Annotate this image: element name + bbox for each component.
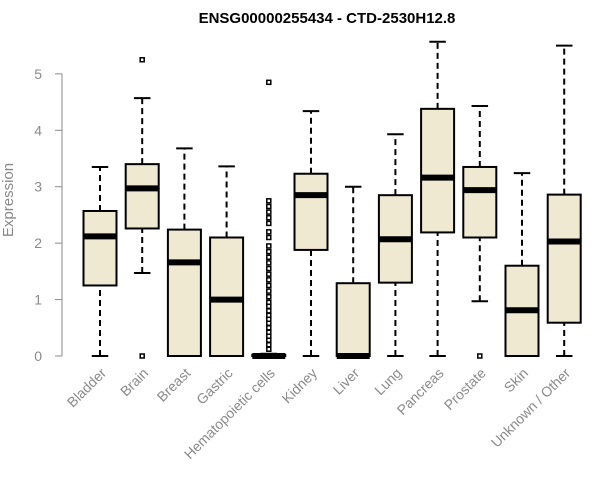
box-4 xyxy=(209,165,245,357)
outlier-point xyxy=(266,294,272,300)
outlier-point xyxy=(266,198,272,204)
outlier-point xyxy=(477,353,483,359)
box-rect xyxy=(335,282,371,358)
y-tick-label: 4 xyxy=(34,122,42,138)
outlier-point xyxy=(266,79,272,86)
outlier-point xyxy=(266,282,272,289)
outlier-point xyxy=(266,346,272,352)
outlier-point xyxy=(266,308,272,314)
x-tick-label: Bladder xyxy=(64,365,110,411)
y-tick-label: 3 xyxy=(34,179,42,195)
y-tick-label: 0 xyxy=(34,348,42,364)
x-tick-label: Kidney xyxy=(279,365,321,407)
outlier-point xyxy=(266,243,272,249)
box-12 xyxy=(546,44,582,357)
box-7 xyxy=(335,185,371,359)
boxes-group xyxy=(82,40,582,359)
x-tick-label: Breast xyxy=(154,365,194,405)
box-rect xyxy=(546,193,582,324)
outlier-point xyxy=(266,260,272,266)
outlier-point xyxy=(266,277,272,283)
x-tick-label: Liver xyxy=(330,365,363,398)
y-tick-label: 2 xyxy=(34,235,42,251)
outlier-point xyxy=(266,209,272,215)
box-5 xyxy=(251,79,287,359)
box-rect xyxy=(124,163,160,230)
outlier-point xyxy=(266,325,272,331)
x-tick-label: Prostate xyxy=(441,365,489,413)
y-tick-label: 5 xyxy=(34,66,42,82)
x-tick-label: Skin xyxy=(501,365,532,396)
x-tick-label: Lung xyxy=(371,365,404,398)
y-axis: 0 1 2 3 4 5 xyxy=(34,66,63,364)
box-10 xyxy=(462,105,498,359)
box-rect xyxy=(293,172,329,251)
chart-title: ENSG00000255434 - CTD-2530H12.8 xyxy=(199,10,456,27)
box-rect xyxy=(166,228,202,358)
box-3 xyxy=(166,147,202,358)
outlier-point xyxy=(266,248,272,255)
outlier-point xyxy=(266,341,272,348)
outlier-point xyxy=(266,254,272,260)
box-rect xyxy=(420,107,456,234)
box-9 xyxy=(420,40,456,357)
outlier-point xyxy=(266,320,272,327)
box-8 xyxy=(377,133,413,357)
box-rect xyxy=(82,209,118,287)
outlier-point xyxy=(266,220,272,227)
box-1 xyxy=(82,165,118,357)
x-tick-label: Unknown / Other xyxy=(488,365,574,451)
outlier-point xyxy=(139,353,145,359)
outlier-point xyxy=(266,234,272,241)
outlier-point xyxy=(266,288,272,294)
box-rect xyxy=(462,165,498,239)
x-tick-label: Pancreas xyxy=(394,365,447,418)
outlier-point xyxy=(266,265,272,272)
box-2 xyxy=(124,57,160,359)
outlier-point xyxy=(139,57,145,63)
x-tick-label: Brain xyxy=(117,365,151,399)
y-axis-label: Expression xyxy=(0,163,17,237)
outlier-point xyxy=(266,203,272,210)
outlier-point xyxy=(266,215,272,221)
outlier-point xyxy=(266,229,272,235)
outlier-point xyxy=(266,271,272,277)
outlier-point xyxy=(266,303,272,310)
outlier-point xyxy=(266,337,272,343)
y-tick-label: 1 xyxy=(34,292,42,308)
box-6 xyxy=(293,110,329,357)
box-11 xyxy=(504,172,540,358)
